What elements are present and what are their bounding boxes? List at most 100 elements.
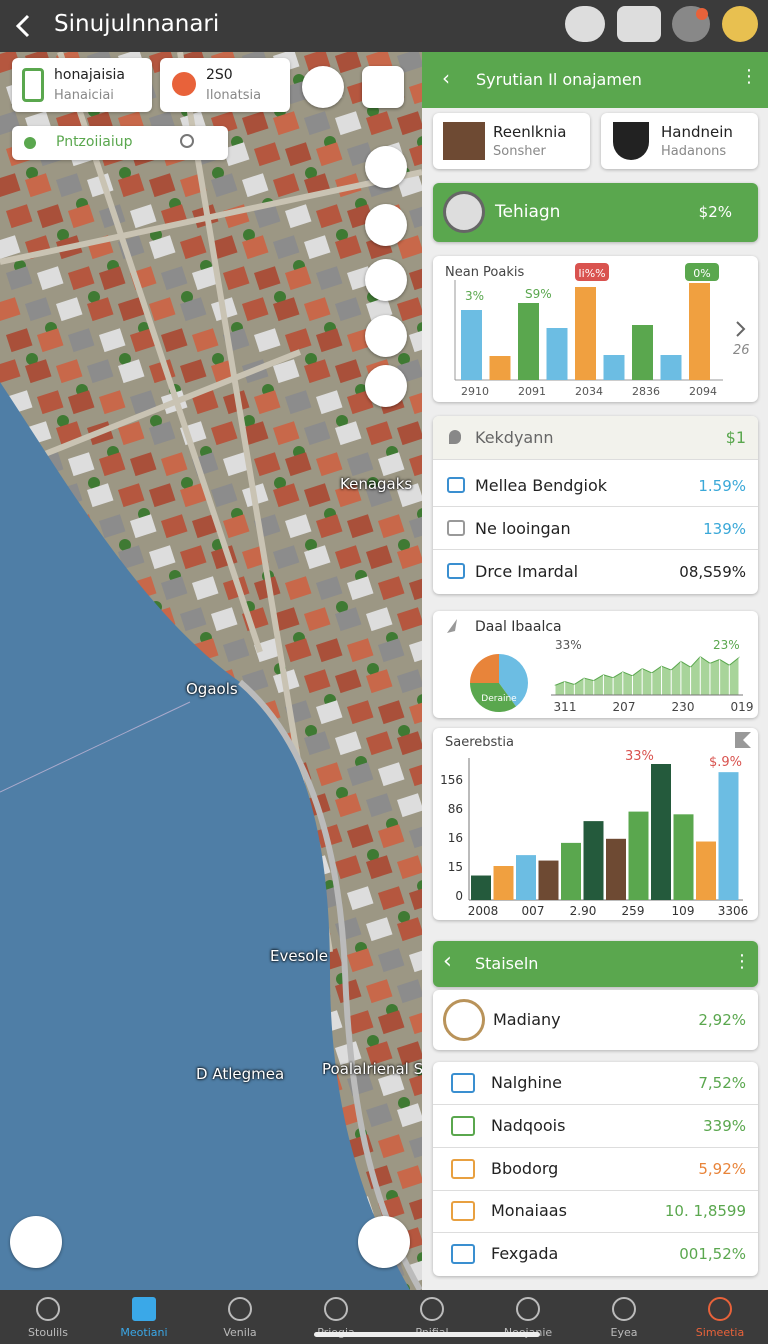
- side-label: 26: [733, 343, 750, 358]
- building: [130, 390, 157, 415]
- building: [347, 762, 374, 787]
- back-button[interactable]: [10, 12, 38, 40]
- list-back[interactable]: ‹: [443, 949, 452, 974]
- x-tick-label: 2836: [632, 385, 660, 398]
- y-tick-label: 156: [440, 773, 463, 787]
- map-card[interactable]: honajaisia Hanaiciai: [12, 58, 152, 112]
- list-row[interactable]: Bbodorg 5,92%: [433, 1148, 758, 1191]
- pie-slice: [470, 654, 499, 683]
- building: [99, 452, 126, 477]
- building: [253, 266, 281, 291]
- tile-icon: [443, 122, 485, 160]
- tree: [243, 415, 255, 427]
- building: [316, 514, 343, 539]
- tile[interactable]: Handnein Hadanons: [601, 113, 758, 169]
- list-row[interactable]: Fexgada 001,52%: [433, 1233, 758, 1276]
- building: [6, 328, 33, 353]
- tree-button[interactable]: [302, 66, 344, 108]
- nav-icon: [612, 1297, 636, 1321]
- mail-button[interactable]: [362, 66, 404, 108]
- featured-icon: [443, 999, 485, 1041]
- alert-dot: [696, 8, 708, 20]
- bar: [471, 875, 491, 900]
- zoom-button[interactable]: [358, 1216, 410, 1268]
- nav-item[interactable]: Stoulils: [0, 1290, 96, 1344]
- tree: [398, 911, 410, 923]
- map[interactable]: [0, 52, 422, 1290]
- building: [0, 297, 21, 322]
- building: [222, 452, 250, 477]
- building: [118, 359, 145, 384]
- pie-slice: [470, 683, 517, 712]
- map-tool[interactable]: [365, 365, 407, 407]
- chart-card: Saerebstia 156 86 16 15 0 33% $.9% 2008 007 2.90 25…: [433, 728, 758, 920]
- building: [149, 173, 176, 198]
- nav-icon: [708, 1297, 732, 1321]
- avatar[interactable]: [722, 6, 758, 42]
- list-row[interactable]: Drce Imardal 08,S59%: [433, 550, 758, 593]
- building: [347, 948, 374, 973]
- panel-header: ‹ Syrutian Il onajamen ⋮: [422, 52, 768, 108]
- list-row[interactable]: Nadqoois 339%: [433, 1105, 758, 1148]
- search-text: Pntzoiiaiup: [56, 134, 133, 150]
- tree: [57, 415, 69, 427]
- tree: [305, 539, 317, 551]
- building: [241, 235, 269, 260]
- pin-icon: [449, 430, 461, 444]
- profile-button[interactable]: [565, 6, 605, 42]
- banner-value: $2%: [698, 203, 732, 221]
- banner[interactable]: Tehiagn $2%: [433, 183, 758, 242]
- building: [335, 793, 362, 818]
- tree: [119, 353, 131, 365]
- map-tool[interactable]: [365, 259, 407, 301]
- building: [37, 266, 64, 291]
- nav-item[interactable]: Simeetia: [672, 1290, 768, 1344]
- nav-item[interactable]: Venila: [192, 1290, 288, 1344]
- map-tool[interactable]: [365, 146, 407, 188]
- map-tool[interactable]: [365, 315, 407, 357]
- list-row[interactable]: Nalghine 7,52%: [433, 1062, 758, 1105]
- panel-menu[interactable]: ⋮: [740, 66, 758, 87]
- data-label: 33%: [625, 749, 654, 764]
- list-row[interactable]: Monaiaas 10. 1,8599: [433, 1190, 758, 1234]
- chart: Daal Ibaalca Deraine 33% 23% 311 207 230 019: [447, 619, 753, 714]
- panel-back[interactable]: ‹: [442, 66, 450, 90]
- map-card[interactable]: 2S0 Ilonatsia: [160, 58, 290, 112]
- badge-button[interactable]: [617, 6, 661, 42]
- building: [335, 545, 362, 570]
- edit-button[interactable]: [10, 1216, 62, 1268]
- building: [272, 483, 300, 508]
- bar: [603, 355, 625, 380]
- nav-icon: [420, 1297, 444, 1321]
- pie-label: Deraine: [481, 694, 517, 704]
- building: [304, 607, 331, 632]
- search-bar[interactable]: Pntzoiiaiup: [12, 126, 228, 160]
- list-title: Staiseln: [475, 954, 539, 973]
- alert-button[interactable]: [672, 6, 710, 42]
- list-menu[interactable]: ⋮: [733, 951, 751, 972]
- nav-icon: [324, 1297, 348, 1321]
- nav-item[interactable]: Meotiani: [96, 1290, 192, 1344]
- shore-road: [238, 679, 422, 1290]
- tree: [336, 415, 348, 427]
- tile[interactable]: Reenlknia Sonsher: [433, 113, 590, 169]
- building: [180, 545, 207, 570]
- list-row[interactable]: Mellea Bendgiok 1.59%: [433, 464, 758, 507]
- building: [273, 359, 300, 384]
- building: [191, 328, 219, 353]
- building: [409, 80, 422, 105]
- badge: [685, 263, 719, 281]
- tree: [119, 167, 131, 179]
- nav-item[interactable]: Eyea: [576, 1290, 672, 1344]
- map-tool[interactable]: [365, 204, 407, 246]
- building: [130, 328, 157, 353]
- tile-title: Reenlknia: [493, 123, 567, 141]
- nav-label: Eyea: [610, 1326, 638, 1339]
- y-tick-label: 16: [448, 831, 463, 845]
- featured-row[interactable]: Madiany 2,92%: [433, 990, 758, 1050]
- building: [378, 1010, 405, 1035]
- building: [37, 204, 64, 229]
- building: [161, 328, 188, 353]
- list-row[interactable]: Ne looingan 139%: [433, 507, 758, 550]
- building: [67, 452, 95, 477]
